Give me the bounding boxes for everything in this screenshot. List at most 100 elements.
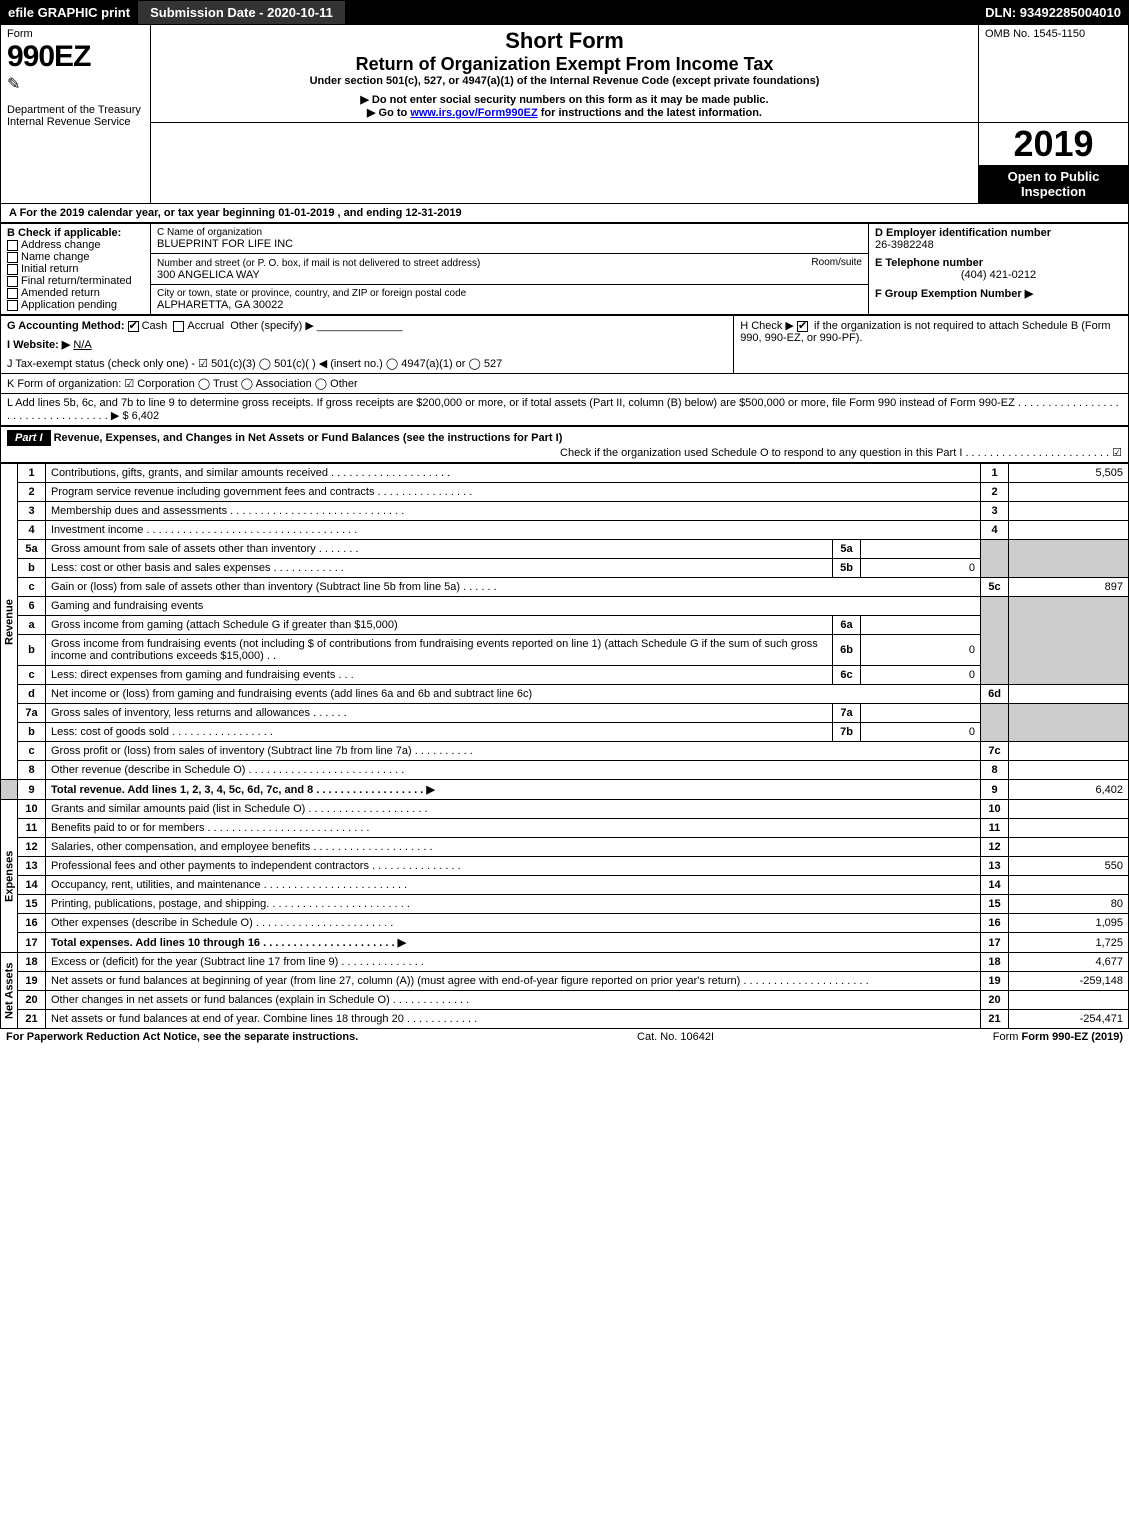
ln7a-bv	[861, 704, 981, 723]
g-accrual[interactable]: Accrual	[187, 320, 224, 332]
ln16-text: Other expenses (describe in Schedule O) …	[46, 914, 981, 933]
ln11-val	[1009, 819, 1129, 838]
d-label: D Employer identification number	[875, 227, 1122, 239]
ln16-val: 1,095	[1009, 914, 1129, 933]
ln6d-rn: 6d	[981, 685, 1009, 704]
form-header-table: Form 990EZ ✎ Department of the Treasury …	[0, 24, 1129, 204]
netassets-vert-label: Net Assets	[1, 953, 18, 1029]
ln19-val: -259,148	[1009, 972, 1129, 991]
ln-16: 16	[18, 914, 46, 933]
ln12-val	[1009, 838, 1129, 857]
ln-18: 18	[18, 953, 46, 972]
ln7c-rn: 7c	[981, 742, 1009, 761]
l-text: L Add lines 5b, 6c, and 7b to line 9 to …	[7, 397, 1119, 422]
ln-6b: b	[18, 635, 46, 666]
city-label: City or town, state or province, country…	[157, 288, 862, 299]
j-line: J Tax-exempt status (check only one) - ☑…	[7, 357, 727, 370]
ln18-rn: 18	[981, 953, 1009, 972]
part1-lines: Revenue 1 Contributions, gifts, grants, …	[0, 463, 1129, 1029]
form-number: 990EZ	[7, 40, 144, 74]
ln6-text: Gaming and fundraising events	[46, 597, 981, 616]
e-label: E Telephone number	[875, 257, 1122, 269]
i-label: I Website: ▶	[7, 339, 70, 351]
box-b-label: B Check if applicable:	[7, 227, 144, 239]
ln21-val: -254,471	[1009, 1010, 1129, 1029]
c-label: C Name of organization	[157, 227, 862, 238]
ln15-val: 80	[1009, 895, 1129, 914]
ln-12: 12	[18, 838, 46, 857]
ln-5b: b	[18, 559, 46, 578]
opt-amended[interactable]: Amended return	[21, 287, 100, 299]
ln-9: 9	[18, 780, 46, 800]
ln11-rn: 11	[981, 819, 1009, 838]
ln2-val	[1009, 483, 1129, 502]
ein-value: 26-3982248	[875, 239, 1122, 251]
short-form-title: Short Form	[157, 28, 972, 54]
footer-left: For Paperwork Reduction Act Notice, see …	[6, 1031, 358, 1043]
ln11-text: Benefits paid to or for members . . . . …	[46, 819, 981, 838]
opt-address[interactable]: Address change	[21, 239, 101, 251]
ln5a-box: 5a	[833, 540, 861, 559]
footer-mid: Cat. No. 10642I	[637, 1031, 714, 1043]
ln7a-text: Gross sales of inventory, less returns a…	[46, 704, 833, 723]
ln13-val: 550	[1009, 857, 1129, 876]
ln15-text: Printing, publications, postage, and shi…	[46, 895, 981, 914]
ln8-val	[1009, 761, 1129, 780]
ln20-rn: 20	[981, 991, 1009, 1010]
ln10-text: Grants and similar amounts paid (list in…	[46, 800, 981, 819]
ln6c-text: Less: direct expenses from gaming and fu…	[46, 666, 833, 685]
ln5b-box: 5b	[833, 559, 861, 578]
ln1-text: Contributions, gifts, grants, and simila…	[46, 464, 981, 483]
l-value: $ 6,402	[122, 410, 159, 422]
ln7b-box: 7b	[833, 723, 861, 742]
ln-7a: 7a	[18, 704, 46, 723]
ln5c-text: Gain or (loss) from sale of assets other…	[46, 578, 981, 597]
ln-4: 4	[18, 521, 46, 540]
ln19-rn: 19	[981, 972, 1009, 991]
return-title: Return of Organization Exempt From Incom…	[157, 54, 972, 75]
f-label: F Group Exemption Number ▶	[875, 288, 1033, 300]
ln7a-box: 7a	[833, 704, 861, 723]
opt-initial[interactable]: Initial return	[21, 263, 78, 275]
omb-number: OMB No. 1545-1150	[985, 28, 1122, 40]
h-text: if the organization is not required to a…	[740, 320, 1110, 344]
street-value: 300 ANGELICA WAY	[157, 269, 862, 281]
ln-8: 8	[18, 761, 46, 780]
part1-title: Revenue, Expenses, and Changes in Net As…	[54, 432, 563, 444]
irs-link[interactable]: www.irs.gov/Form990EZ	[410, 107, 537, 119]
ln1-rn: 1	[981, 464, 1009, 483]
ln4-rn: 4	[981, 521, 1009, 540]
ln4-val	[1009, 521, 1129, 540]
ln7c-text: Gross profit or (loss) from sales of inv…	[46, 742, 981, 761]
ln6d-val	[1009, 685, 1129, 704]
goto-post: for instructions and the latest informat…	[538, 107, 762, 119]
ln4-text: Investment income . . . . . . . . . . . …	[46, 521, 981, 540]
ln6a-box: 6a	[833, 616, 861, 635]
ln3-rn: 3	[981, 502, 1009, 521]
opt-pending[interactable]: Application pending	[21, 299, 117, 311]
ln-6: 6	[18, 597, 46, 616]
ln-20: 20	[18, 991, 46, 1010]
g-cash[interactable]: Cash	[142, 320, 168, 332]
ln9-val: 6,402	[1009, 780, 1129, 800]
tax-year: 2019	[979, 123, 1128, 165]
open-public: Open to Public Inspection	[979, 165, 1128, 203]
ln6c-box: 6c	[833, 666, 861, 685]
ln17-val: 1,725	[1009, 933, 1129, 953]
ln5b-text: Less: cost or other basis and sales expe…	[46, 559, 833, 578]
dln-label: DLN: 93492285004010	[977, 5, 1129, 20]
ln9-rn: 9	[981, 780, 1009, 800]
opt-name[interactable]: Name change	[21, 251, 90, 263]
ln5b-bv: 0	[861, 559, 981, 578]
efile-label[interactable]: efile GRAPHIC print	[0, 5, 138, 20]
ln-14: 14	[18, 876, 46, 895]
opt-final[interactable]: Final return/terminated	[21, 275, 132, 287]
ln10-rn: 10	[981, 800, 1009, 819]
ln12-text: Salaries, other compensation, and employ…	[46, 838, 981, 857]
ln10-val	[1009, 800, 1129, 819]
ln6c-bv: 0	[861, 666, 981, 685]
ln-6d: d	[18, 685, 46, 704]
goto-pre: ▶ Go to	[367, 107, 410, 119]
g-other[interactable]: Other (specify) ▶	[230, 320, 314, 332]
entity-info-table: B Check if applicable: Address change Na…	[0, 223, 1129, 315]
